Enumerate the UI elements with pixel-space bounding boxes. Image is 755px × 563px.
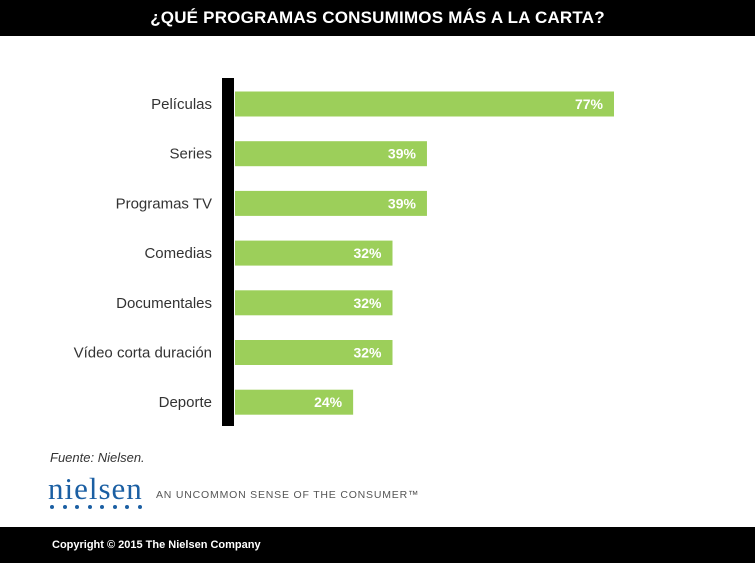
bar-3 [235,240,393,266]
value-label-5: 32% [353,345,382,361]
y-axis-line [222,78,234,426]
copyright-text: Copyright © 2015 The Nielsen Company [52,539,261,551]
footer-bar: Copyright © 2015 The Nielsen Company [0,527,755,563]
category-label-3: Comedias [144,245,212,262]
logo-tagline: AN UNCOMMON SENSE OF THE CONSUMER™ [156,489,420,501]
bar-4 [235,290,393,316]
bar-5 [235,340,393,365]
value-label-3: 32% [353,245,382,261]
category-label-4: Documentales [116,295,212,312]
source-note: Fuente: Nielsen. [50,450,145,465]
bar-0 [235,91,614,117]
bar-6 [235,389,354,415]
value-label-6: 24% [314,394,343,410]
value-label-2: 39% [388,195,417,211]
bar-1 [235,141,427,167]
value-label-4: 32% [353,295,382,311]
nielsen-wordmark: nielsen [48,471,143,506]
category-label-2: Programas TV [116,195,212,212]
value-label-0: 77% [575,96,604,112]
category-label-0: Películas [151,96,212,113]
chart-title-bar: ¿QUÉ PROGRAMAS CONSUMIMOS MÁS A LA CARTA… [0,0,755,36]
value-label-1: 39% [388,146,417,162]
category-label-6: Deporte [159,394,212,411]
bar-2 [235,190,427,216]
category-label-1: Series [169,146,212,163]
category-label-5: Vídeo corta duración [74,345,212,362]
chart-title: ¿QUÉ PROGRAMAS CONSUMIMOS MÁS A LA CARTA… [150,8,605,27]
logo-dots [50,505,142,509]
